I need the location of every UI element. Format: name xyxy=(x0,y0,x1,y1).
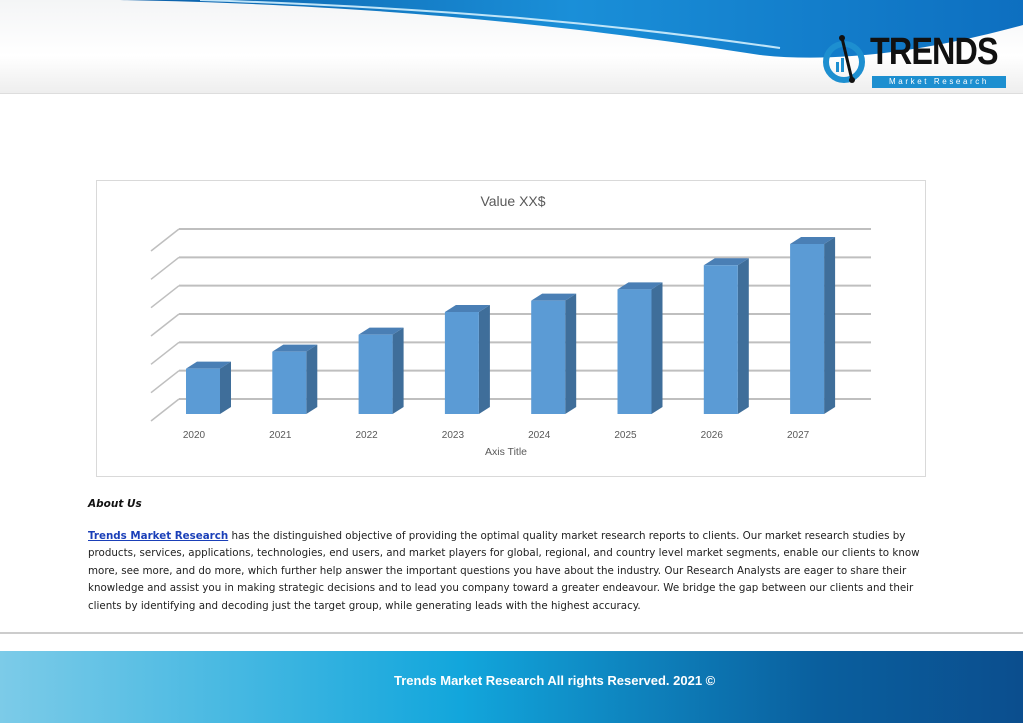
bar xyxy=(617,282,663,414)
gridline-depth xyxy=(150,341,180,365)
bar-top xyxy=(272,344,318,352)
bar-side xyxy=(392,327,404,414)
trends-logo[interactable]: TRENDS Market Research xyxy=(822,32,1012,90)
bar-side xyxy=(824,237,836,414)
about-heading: About Us xyxy=(88,498,142,510)
bar xyxy=(531,293,577,414)
bar-side xyxy=(651,282,663,414)
x-tick-label: 2020 xyxy=(183,430,206,441)
bar-top xyxy=(444,305,490,312)
bar-front xyxy=(703,265,738,414)
bar-side xyxy=(565,293,577,414)
bar xyxy=(444,305,490,414)
about-text-line: products, services, applications, techno… xyxy=(88,547,920,560)
about-text-line: knowledge and assist you in making strat… xyxy=(88,582,914,595)
header-banner: TRENDS Market Research xyxy=(0,0,1023,94)
x-tick-label: 2023 xyxy=(442,430,465,441)
footer-divider xyxy=(0,632,1023,634)
x-tick-label: 2027 xyxy=(787,430,810,441)
about-text-line: clients by identifying and decoding just… xyxy=(88,599,641,612)
about-text-line: more, see more, and do more, which furth… xyxy=(88,564,907,577)
x-axis-title: Axis Title xyxy=(485,446,527,458)
gridline-depth xyxy=(150,398,180,422)
bar-front xyxy=(358,334,393,414)
chart-container: Value XX$ 2020 2021 2022 2023 2024 2025 2026 20… xyxy=(96,180,926,477)
bar-side xyxy=(737,258,749,414)
x-tick-label: 2021 xyxy=(269,430,292,441)
gridline-depth xyxy=(150,256,180,280)
bar-front xyxy=(790,244,825,414)
x-tick-label: 2022 xyxy=(355,430,378,441)
bar xyxy=(272,344,318,414)
copyright-text: Trends Market Research All rights Reserv… xyxy=(394,673,716,688)
about-paragraph: Trends Market Research has the distingui… xyxy=(88,528,938,615)
bar-top xyxy=(186,361,231,369)
logo-wordmark: TRENDS xyxy=(870,31,999,73)
swoosh-decoration xyxy=(120,0,1023,58)
gridline-depth xyxy=(150,285,180,309)
bar-front xyxy=(272,351,307,414)
chart-title: Value XX$ xyxy=(480,193,545,209)
bar-side xyxy=(478,305,490,414)
x-tick-label: 2025 xyxy=(614,430,637,441)
bar-front xyxy=(186,368,220,414)
gridline-depth xyxy=(150,228,180,252)
bar xyxy=(358,327,404,414)
x-tick-label: 2026 xyxy=(701,430,724,441)
gridline-depth xyxy=(150,370,180,394)
footer: Trends Market Research All rights Reserv… xyxy=(0,651,1023,723)
logo-gear-icon xyxy=(823,35,865,83)
bar-top xyxy=(790,237,836,244)
bar-top xyxy=(358,327,404,335)
bar-top xyxy=(703,258,749,266)
bar-front xyxy=(617,289,652,414)
logo-subtitle: Market Research xyxy=(872,76,1006,88)
bar xyxy=(790,237,836,414)
x-tick-label: 2024 xyxy=(528,430,551,441)
bar-front xyxy=(531,300,566,414)
bar xyxy=(186,361,231,414)
about-text-line: has the distinguished objective of provi… xyxy=(228,530,906,542)
bar xyxy=(703,258,749,414)
bar-chart: Value XX$ 2020 2021 2022 2023 2024 2025 2026 20… xyxy=(150,193,871,458)
gridline-depth xyxy=(150,313,180,337)
bar-top xyxy=(531,293,577,301)
bar-side xyxy=(220,361,231,414)
company-link[interactable]: Trends Market Research xyxy=(88,530,229,542)
bar-side xyxy=(306,344,318,414)
bar-top xyxy=(617,282,663,290)
bar-front xyxy=(444,312,479,414)
